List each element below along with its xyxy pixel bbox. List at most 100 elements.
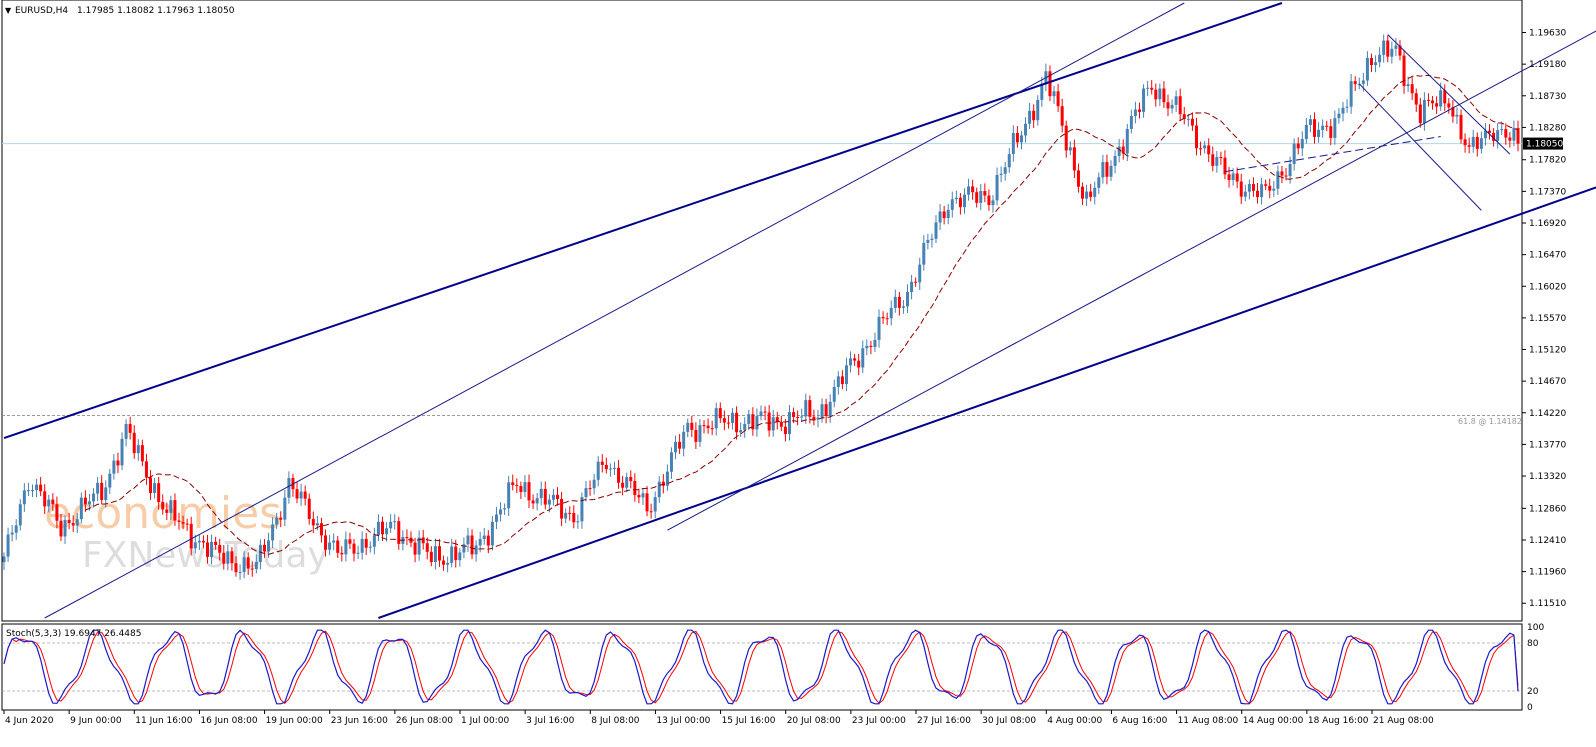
candle <box>226 544 230 571</box>
candle <box>824 398 828 424</box>
candle <box>1178 88 1182 122</box>
candle <box>360 531 364 560</box>
candle <box>1182 107 1186 125</box>
candle <box>1146 80 1150 97</box>
price-axis-label: 1.16470 <box>1529 251 1566 261</box>
candle <box>726 415 730 429</box>
candle <box>1500 121 1504 136</box>
candle <box>1439 82 1443 111</box>
candle <box>812 409 816 426</box>
candle <box>539 481 543 506</box>
candle <box>1414 88 1418 112</box>
candle <box>340 546 344 562</box>
candle <box>307 493 311 525</box>
candle <box>1333 110 1337 145</box>
candle <box>1097 172 1101 194</box>
price-axis-label: 1.12860 <box>1529 504 1566 514</box>
candle <box>1040 76 1044 107</box>
stoch-main-line <box>3 629 1519 705</box>
candle <box>889 300 893 326</box>
candle <box>1308 114 1312 133</box>
candle <box>1032 104 1036 128</box>
candle <box>1129 109 1133 134</box>
candle <box>1329 119 1333 146</box>
candle <box>1418 98 1422 128</box>
candle <box>946 204 950 225</box>
price-axis-label: 1.18730 <box>1529 92 1566 102</box>
candle <box>779 415 783 432</box>
trendline[interactable] <box>3 2 1283 440</box>
candle <box>303 485 307 506</box>
candle <box>39 477 43 497</box>
price-axis-label: 1.19630 <box>1529 29 1566 39</box>
candle <box>979 184 983 211</box>
candle <box>710 420 714 436</box>
candle <box>1215 151 1219 173</box>
candle <box>1081 182 1085 206</box>
candle <box>149 470 153 500</box>
candle <box>299 483 303 506</box>
candle <box>735 406 739 440</box>
candle <box>1435 96 1439 115</box>
candle <box>397 516 401 550</box>
candle <box>246 552 250 575</box>
candle <box>629 470 633 489</box>
candle <box>967 178 971 201</box>
candle <box>641 488 645 506</box>
candle <box>853 354 857 366</box>
candle <box>201 535 205 549</box>
candle <box>144 453 148 485</box>
candle <box>906 284 910 313</box>
candle <box>1447 98 1451 114</box>
candle <box>1060 98 1064 133</box>
candle <box>1264 179 1268 191</box>
candle <box>1337 108 1341 124</box>
candle <box>1235 167 1239 189</box>
candle <box>808 395 812 424</box>
candle <box>560 491 564 526</box>
candle <box>1243 184 1247 202</box>
candle <box>47 494 51 513</box>
trendline[interactable] <box>1358 83 1482 211</box>
price-axis-label: 1.17370 <box>1529 187 1566 197</box>
candle <box>67 512 71 530</box>
price-axis-label: 1.14220 <box>1529 409 1566 419</box>
candle <box>633 473 637 502</box>
candle <box>87 493 91 511</box>
candle <box>836 371 840 395</box>
candle <box>653 491 657 519</box>
candle <box>1382 34 1386 63</box>
candle <box>617 460 621 489</box>
candle <box>914 277 918 287</box>
candle <box>934 215 938 244</box>
time-axis-label: 16 Jun 08:00 <box>200 716 257 726</box>
candle <box>1386 35 1390 63</box>
candle <box>499 502 503 522</box>
price-axis-label: 1.16920 <box>1529 219 1566 229</box>
trendline[interactable] <box>1387 34 1511 155</box>
candle <box>413 537 417 563</box>
price-axis-label: 1.18280 <box>1529 123 1566 133</box>
trendline[interactable] <box>1224 136 1441 173</box>
time-axis-label: 23 Jul 00:00 <box>852 716 906 726</box>
candle <box>759 405 763 421</box>
trendline[interactable] <box>667 3 1596 531</box>
time-axis-label: 11 Jun 16:00 <box>135 716 192 726</box>
candle <box>608 463 612 477</box>
candle <box>877 309 881 348</box>
candle <box>604 457 608 474</box>
candle <box>1313 112 1317 144</box>
trendline[interactable] <box>378 165 1596 619</box>
candle <box>954 190 958 204</box>
candle <box>592 473 596 495</box>
chart-header-collapse-icon[interactable]: ▼ <box>5 6 12 15</box>
candle <box>1300 131 1304 157</box>
candle <box>470 529 474 560</box>
candle <box>79 492 83 524</box>
trendline[interactable] <box>44 2 1185 619</box>
candle <box>22 483 26 512</box>
candle <box>92 488 96 508</box>
price-axis-label: 1.17820 <box>1529 156 1566 166</box>
